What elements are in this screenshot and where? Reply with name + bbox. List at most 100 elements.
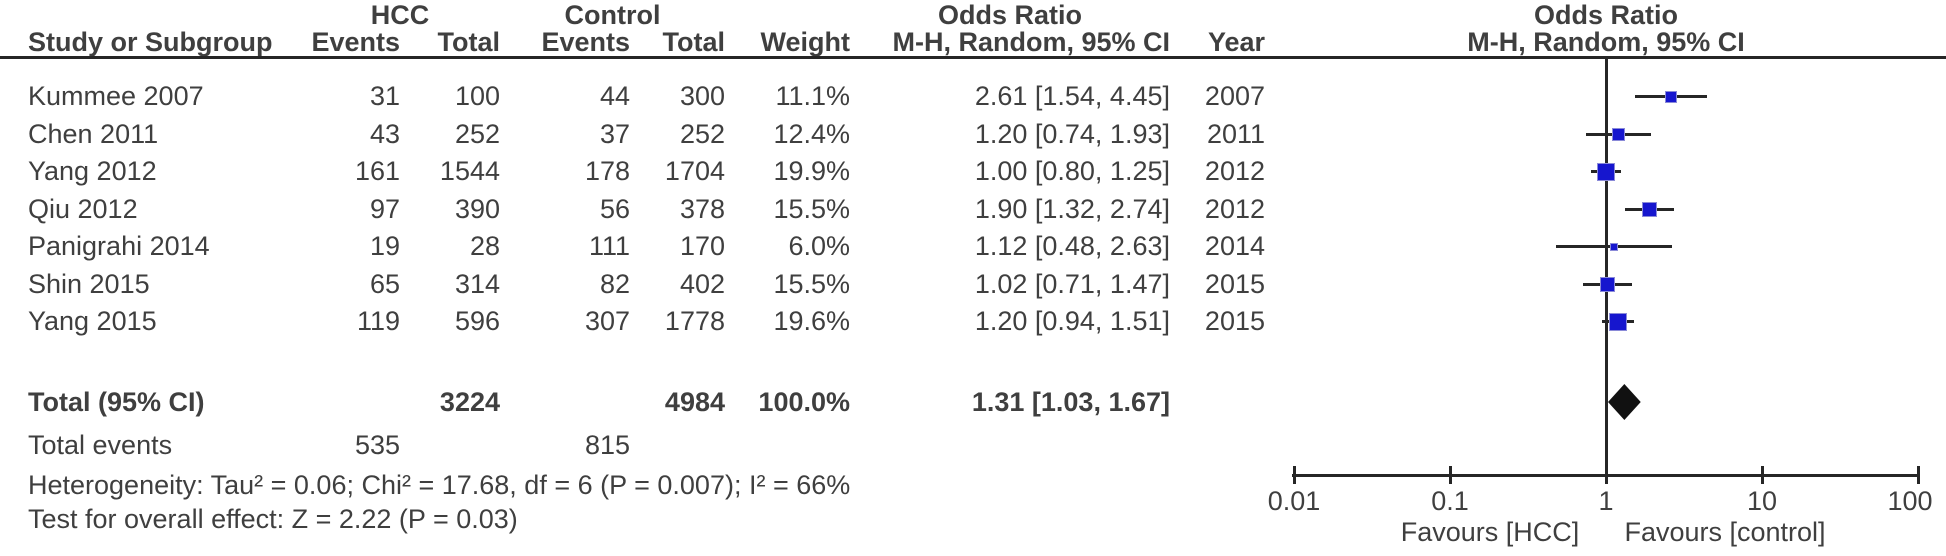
study-row: Chen 2011 43 252 37 252 12.4% 1.20 [0.74… (0, 116, 1265, 154)
axis-tick-label: 1 (1598, 486, 1614, 516)
hcc-total: 1544 (439, 156, 500, 186)
hcc-events: 119 (356, 306, 400, 336)
hcc-total: 252 (454, 118, 500, 149)
study-name: Shin 2015 (28, 268, 150, 299)
odds-ratio-ci: 1.02 [0.71, 1.47] (974, 268, 1170, 299)
year: 2012 (1204, 156, 1265, 186)
header-divider-line (0, 56, 1946, 59)
or-point-marker (1611, 127, 1625, 141)
hcc-events: 65 (369, 268, 400, 299)
axis-tick-label: 0.01 (1267, 486, 1321, 516)
weight: 19.6% (773, 306, 850, 336)
plot-header-ci-method: M-H, Random, 95% CI (1467, 27, 1745, 57)
total-weight: 100.0% (758, 387, 850, 417)
year: 2007 (1204, 81, 1265, 111)
study-row: Yang 2015 119 596 307 1778 19.6% 1.20 [0… (0, 303, 1265, 341)
odds-ratio-ci: 1.90 [1.32, 2.74] (974, 193, 1170, 224)
year: 2014 (1204, 231, 1265, 261)
study-row: Yang 2012 161 1544 178 1704 19.9% 1.00 [… (0, 153, 1265, 191)
group-header-odds-ratio-text: Odds Ratio (937, 0, 1082, 30)
hcc-total: 28 (469, 231, 500, 261)
total-ctrl-total: 4984 (664, 387, 725, 417)
ci-whisker (1556, 245, 1672, 249)
ctrl-events: 178 (584, 156, 630, 186)
hcc-events: 43 (369, 118, 400, 149)
ctrl-total: 252 (679, 118, 725, 149)
weight: 19.9% (773, 156, 850, 186)
axis-tick (1604, 466, 1608, 484)
col-header-hcc-total: Total (437, 27, 501, 57)
total-row: Total (95% CI) 3224 4984 100.0% 1.31 [1.… (0, 383, 1265, 421)
col-header-ctrl-total: Total (662, 27, 726, 57)
total-events-row: Total events 535 815 (0, 427, 1265, 463)
x-axis-line (1292, 473, 1920, 477)
study-name: Yang 2012 (28, 156, 157, 186)
or-point-marker (1641, 201, 1657, 217)
year: 2011 (1206, 118, 1265, 149)
odds-ratio-ci: 1.12 [0.48, 2.63] (974, 231, 1170, 261)
ctrl-total: 402 (679, 268, 725, 299)
axis-tick-label: 10 (1746, 486, 1778, 516)
study-name: Yang 2015 (28, 306, 157, 336)
ctrl-events: 307 (584, 306, 630, 336)
axis-tick (1292, 466, 1296, 484)
ctrl-total: 170 (679, 231, 725, 261)
col-header-study: Study or Subgroup (28, 27, 273, 57)
column-header-row: Study or Subgroup Events Total Events To… (0, 27, 1265, 57)
hcc-events: 31 (369, 81, 400, 111)
ctrl-total: 378 (679, 193, 725, 224)
ctrl-events: 56 (599, 193, 630, 224)
col-header-ci: M-H, Random, 95% CI (892, 27, 1170, 57)
hcc-total: 314 (454, 268, 500, 299)
overall-effect-stats: Test for overall effect: Z = 2.22 (P = 0… (28, 504, 518, 534)
or-point-marker (1597, 162, 1615, 181)
ci-whisker (1582, 282, 1633, 286)
study-rows: Kummee 2007 31 100 44 300 11.1% 2.61 [1.… (0, 78, 1265, 341)
study-row: Panigrahi 2014 19 28 111 170 6.0% 1.12 [… (0, 228, 1265, 266)
hcc-total: 390 (454, 193, 500, 224)
hcc-total: 596 (454, 306, 500, 336)
ci-whisker (1635, 95, 1708, 99)
ci-whisker (1590, 170, 1622, 174)
hcc-events: 97 (369, 193, 400, 224)
ci-whisker (1601, 320, 1634, 324)
total-hcc-total: 3224 (439, 387, 500, 417)
weight: 12.4% (773, 118, 850, 149)
axis-tick-label: 100 (1887, 486, 1933, 516)
study-name: Kummee 2007 (28, 81, 204, 111)
study-name: Qiu 2012 (28, 193, 138, 224)
hcc-total: 100 (454, 81, 500, 111)
ctrl-events: 82 (599, 268, 630, 299)
ctrl-events: 111 (588, 231, 630, 261)
favours-right-label: Favours [control] (1624, 517, 1826, 547)
heterogeneity-stats: Heterogeneity: Tau² = 0.06; Chi² = 17.68… (28, 470, 851, 500)
study-row: Kummee 2007 31 100 44 300 11.1% 2.61 [1.… (0, 78, 1265, 116)
or-point-marker (1609, 312, 1628, 331)
total-ci: 1.31 [1.03, 1.67] (971, 387, 1170, 417)
weight: 6.0% (788, 231, 850, 261)
axis-tick (1916, 466, 1920, 484)
study-row: Shin 2015 65 314 82 402 15.5% 1.02 [0.71… (0, 266, 1265, 304)
total-events-hcc: 535 (354, 430, 400, 460)
axis-tick (1760, 466, 1764, 484)
weight: 15.5% (773, 193, 850, 224)
col-header-weight: Weight (760, 27, 851, 57)
ctrl-total: 1704 (664, 156, 725, 186)
ci-whisker (1585, 132, 1651, 136)
pooled-diamond (1608, 384, 1641, 420)
study-name: Panigrahi 2014 (28, 231, 210, 261)
col-header-hcc-events: Events (311, 27, 400, 57)
hcc-events: 19 (369, 231, 400, 261)
ctrl-events: 37 (599, 118, 630, 149)
total-label: Total (95% CI) (28, 387, 205, 417)
group-header-odds-ratio-plot: Odds Ratio (1533, 0, 1678, 30)
total-events-ctrl: 815 (584, 430, 630, 460)
col-header-ctrl-events: Events (541, 27, 630, 57)
or-point-marker (1609, 242, 1618, 251)
hcc-events: 161 (354, 156, 400, 186)
axis-tick (1448, 466, 1452, 484)
group-header-control: Control (564, 0, 661, 30)
or-point-marker (1599, 276, 1615, 292)
ctrl-total: 300 (679, 81, 725, 111)
no-effect-line (1604, 59, 1608, 475)
